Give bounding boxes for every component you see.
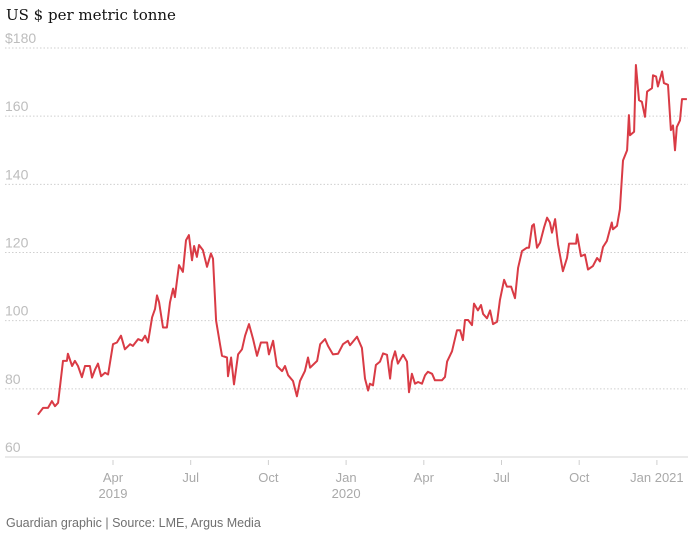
y-tick-label: 80 — [5, 371, 21, 387]
x-tick-label: Jul — [493, 470, 510, 485]
y-gridlines: $180 160 140 120 100 80 60 — [5, 30, 688, 458]
x-tick-year-label: 2020 — [332, 486, 361, 501]
x-tick-label: Jan 2021 — [630, 470, 684, 485]
x-tick-label: Oct — [569, 470, 590, 485]
y-tick-label: 120 — [5, 235, 29, 251]
y-tick-label: 60 — [5, 439, 21, 455]
y-tick-label: 100 — [5, 303, 29, 319]
x-tick-label: Apr — [414, 470, 435, 485]
y-tick-label: 160 — [5, 98, 29, 114]
x-tick-label: Apr — [103, 470, 124, 485]
x-tick-label: Jan — [336, 470, 357, 485]
x-tick-label: Jul — [182, 470, 199, 485]
y-tick-label: 140 — [5, 166, 29, 182]
x-tick-label: Oct — [258, 470, 279, 485]
source-note: Guardian graphic | Source: LME, Argus Me… — [6, 516, 261, 530]
price-line — [37, 64, 687, 416]
y-tick-label: $180 — [5, 30, 36, 46]
x-tick-year-label: 2019 — [99, 486, 128, 501]
chart-title: US $ per metric tonne — [6, 6, 176, 24]
